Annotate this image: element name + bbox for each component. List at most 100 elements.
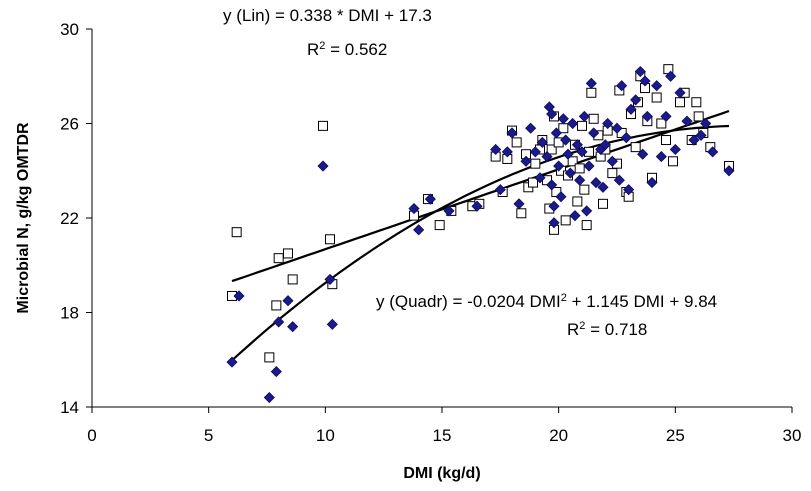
data-point-diamond [665,70,677,82]
data-point-diamond [263,391,275,404]
data-point-diamond [287,321,299,333]
data-point-diamond [583,160,595,172]
x-tick-label: 10 [316,426,335,445]
data-point-diamond [560,134,572,146]
data-point-square [283,248,293,259]
data-point-diamond [576,146,588,158]
data-point-square [434,220,445,231]
plot-area: 0 5 10 15 20 25 30 14 18 22 26 30 [60,20,801,445]
y-tick-label: 30 [60,20,79,39]
linear-r2-label: R2 = 0.562 [307,40,387,59]
data-point-square [579,184,590,195]
data-point-square [287,274,298,285]
data-point-square [546,144,557,155]
data-point-diamond [695,129,707,141]
data-point-square [516,208,527,219]
data-point-diamond [273,316,285,328]
data-point-diamond [681,115,693,127]
data-points [226,64,735,404]
data-point-square [231,227,242,238]
y-axis-ticks: 14 18 22 26 30 [60,20,92,417]
data-point-square [567,156,578,167]
data-point-square [598,198,608,209]
data-point-square [651,92,662,103]
data-point-diamond [581,205,593,217]
data-point-diamond [597,181,609,193]
x-tick-label: 5 [204,426,213,445]
data-point-diamond [471,200,483,212]
data-point-square [273,253,284,264]
linear-trendline [231,109,730,283]
data-point-square [264,352,275,363]
y-tick-label: 18 [60,304,79,323]
data-point-diamond [599,139,611,151]
data-point-diamond [571,139,583,151]
data-point-diamond [541,151,553,163]
data-point-diamond [408,202,420,215]
data-point-diamond [700,117,712,130]
x-tick-label: 25 [666,426,685,445]
data-point-diamond [324,273,336,285]
data-point-diamond [590,176,602,189]
data-point-diamond [567,117,579,130]
data-point-square [325,234,335,245]
data-point-diamond [606,155,618,167]
data-point-diamond [553,160,565,172]
data-point-square [661,135,671,146]
data-point-diamond [443,205,455,217]
data-point-square [511,137,522,148]
data-point-diamond [569,210,581,222]
data-point-diamond [557,113,569,125]
y-axis-title: Microbial N, g/kg OMTDR [15,122,32,314]
data-point-diamond [574,174,586,186]
x-axis-title: DMI (kg/d) [403,465,480,482]
data-point-square [572,196,583,207]
data-point-diamond [637,148,649,160]
data-point-diamond [723,165,735,177]
data-point-diamond [611,122,623,134]
data-point-diamond [548,217,560,229]
data-point-square [691,97,702,108]
data-point-diamond [550,127,562,139]
y-tick-label: 22 [60,209,79,228]
data-point-diamond [490,143,502,156]
data-point-diamond [546,108,558,120]
data-point-diamond [585,77,597,89]
data-point-square [588,113,599,124]
data-point-diamond [424,193,436,205]
data-point-square [577,120,587,131]
data-point-square [693,111,704,122]
data-point-diamond [520,155,532,167]
data-point-square [668,156,678,167]
data-point-diamond [674,87,686,99]
data-point-diamond [326,318,338,330]
data-point-diamond [536,136,548,148]
data-point-diamond [651,80,663,92]
x-tick-label: 20 [549,426,568,445]
x-axis-ticks: 0 5 10 15 20 25 30 [87,407,801,445]
data-point-diamond [625,103,637,115]
data-point-diamond [564,167,576,179]
data-point-square [530,158,541,169]
data-point-diamond [707,146,719,158]
data-point-diamond [282,295,294,307]
data-point-diamond [513,198,525,210]
data-point-diamond [646,176,658,189]
quadratic-equation-label: y (Quadr) = -0.0204 DMI2 + 1.145 DMI + 9… [376,292,717,311]
data-point-diamond [613,174,625,186]
data-point-diamond [494,184,506,196]
data-point-diamond [555,191,567,203]
data-point-diamond [546,179,558,191]
trendlines [231,109,730,362]
x-tick-label: 15 [433,426,452,445]
x-tick-label: 30 [783,426,802,445]
data-point-square [318,120,328,131]
data-point-diamond [506,127,518,139]
data-point-square [630,142,641,153]
data-point-diamond [529,146,541,158]
data-point-square [586,87,597,98]
data-point-diamond [548,200,560,212]
data-point-diamond [688,134,700,146]
data-point-diamond [578,110,590,122]
